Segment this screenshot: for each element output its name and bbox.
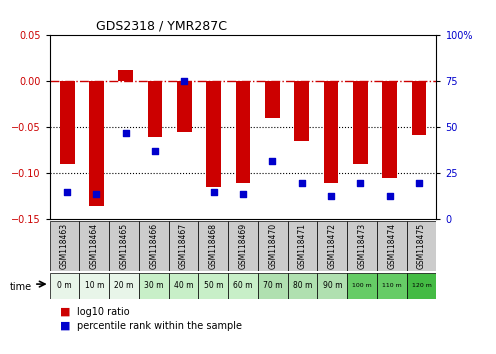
FancyBboxPatch shape	[407, 221, 436, 271]
Point	[268, 158, 276, 164]
FancyBboxPatch shape	[169, 273, 198, 299]
Text: 110 m: 110 m	[382, 283, 402, 289]
Point	[181, 79, 188, 84]
FancyBboxPatch shape	[288, 221, 317, 271]
Bar	[412, 81, 426, 135]
FancyBboxPatch shape	[79, 221, 109, 271]
Bar	[265, 81, 280, 118]
FancyBboxPatch shape	[317, 221, 347, 271]
FancyBboxPatch shape	[407, 273, 436, 299]
FancyBboxPatch shape	[347, 221, 377, 271]
FancyBboxPatch shape	[79, 273, 109, 299]
FancyBboxPatch shape	[139, 221, 169, 271]
Bar	[236, 81, 250, 183]
Text: 10 m: 10 m	[84, 281, 104, 290]
Point	[239, 191, 247, 196]
FancyBboxPatch shape	[198, 273, 228, 299]
FancyBboxPatch shape	[377, 221, 407, 271]
Text: GSM118471: GSM118471	[298, 223, 307, 269]
Text: GSM118466: GSM118466	[149, 223, 158, 269]
FancyBboxPatch shape	[258, 273, 288, 299]
Text: 80 m: 80 m	[293, 281, 312, 290]
Point	[93, 191, 101, 196]
Bar	[206, 81, 221, 187]
FancyBboxPatch shape	[50, 221, 79, 271]
FancyBboxPatch shape	[198, 221, 228, 271]
Text: GSM118463: GSM118463	[60, 223, 69, 269]
Text: GSM118474: GSM118474	[387, 223, 396, 269]
Bar	[382, 81, 397, 178]
FancyBboxPatch shape	[109, 273, 139, 299]
FancyBboxPatch shape	[139, 273, 169, 299]
Bar	[323, 81, 338, 183]
Text: log10 ratio: log10 ratio	[77, 307, 129, 316]
Text: time: time	[10, 282, 32, 292]
Text: 100 m: 100 m	[352, 283, 372, 289]
Point	[415, 180, 423, 185]
FancyBboxPatch shape	[50, 273, 79, 299]
Point	[63, 189, 71, 195]
FancyBboxPatch shape	[169, 221, 198, 271]
Text: GDS2318 / YMR287C: GDS2318 / YMR287C	[96, 20, 227, 33]
Text: GSM118475: GSM118475	[417, 223, 426, 269]
Text: 40 m: 40 m	[174, 281, 193, 290]
Text: 50 m: 50 m	[203, 281, 223, 290]
FancyBboxPatch shape	[109, 221, 139, 271]
Bar	[89, 81, 104, 206]
Bar	[177, 81, 192, 132]
Text: GSM118465: GSM118465	[120, 223, 128, 269]
FancyBboxPatch shape	[258, 221, 288, 271]
Bar	[294, 81, 309, 141]
Text: 20 m: 20 m	[114, 281, 134, 290]
Bar	[148, 81, 163, 137]
Point	[327, 193, 335, 198]
Text: GSM118472: GSM118472	[328, 223, 337, 269]
Text: GSM118469: GSM118469	[239, 223, 248, 269]
Text: GSM118467: GSM118467	[179, 223, 188, 269]
Text: GSM118468: GSM118468	[209, 223, 218, 269]
Text: ■: ■	[60, 307, 70, 316]
Text: 0 m: 0 m	[57, 281, 72, 290]
Text: 30 m: 30 m	[144, 281, 164, 290]
Point	[151, 149, 159, 154]
FancyBboxPatch shape	[228, 221, 258, 271]
Text: GSM118464: GSM118464	[90, 223, 99, 269]
Text: 70 m: 70 m	[263, 281, 283, 290]
FancyBboxPatch shape	[317, 273, 347, 299]
Text: ■: ■	[60, 321, 70, 331]
FancyBboxPatch shape	[288, 273, 317, 299]
Bar	[60, 81, 74, 164]
Text: GSM118470: GSM118470	[268, 223, 277, 269]
Point	[356, 180, 364, 185]
Text: 120 m: 120 m	[412, 283, 432, 289]
Point	[122, 130, 130, 136]
Text: 60 m: 60 m	[233, 281, 253, 290]
Text: 90 m: 90 m	[322, 281, 342, 290]
Text: percentile rank within the sample: percentile rank within the sample	[77, 321, 242, 331]
Point	[385, 193, 393, 198]
FancyBboxPatch shape	[347, 273, 377, 299]
FancyBboxPatch shape	[377, 273, 407, 299]
Text: GSM118473: GSM118473	[358, 223, 367, 269]
Bar	[353, 81, 368, 164]
FancyBboxPatch shape	[228, 273, 258, 299]
Bar	[119, 70, 133, 81]
Point	[210, 189, 218, 195]
Point	[298, 180, 306, 185]
